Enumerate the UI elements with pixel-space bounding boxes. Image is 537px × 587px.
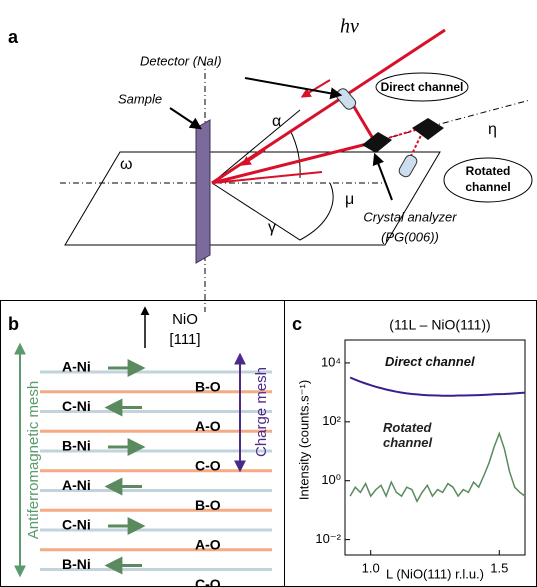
ellipse <box>443 157 533 203</box>
label: hν <box>340 16 359 38</box>
x-tick-label: 1.0 <box>362 560 380 575</box>
series-line <box>349 431 526 503</box>
layer-label: C-O <box>195 576 221 587</box>
label: γ <box>268 219 276 236</box>
label: Detector (NaI) <box>140 53 222 68</box>
layer-label: C-Ni <box>62 517 91 533</box>
label: Sample <box>118 91 162 106</box>
label: Charge mesh <box>253 367 270 457</box>
label: Crystal analyzer <box>363 209 457 224</box>
label: ω <box>120 156 133 173</box>
layer-label: A-O <box>195 418 221 434</box>
analyzer <box>362 132 392 153</box>
pointer <box>244 77 343 100</box>
legend-entry: Rotated channel <box>383 420 433 450</box>
layer-label: B-Ni <box>62 556 91 572</box>
layer-label: A-O <box>195 536 221 552</box>
detector <box>398 154 418 178</box>
y-tick-label: 10⁴ <box>321 354 341 369</box>
analyzer <box>412 118 444 140</box>
pointer <box>169 107 202 130</box>
chart-title: (11L – NiO(111)) <box>389 317 490 333</box>
panel-label: c <box>292 314 302 334</box>
label: (PG(006)) <box>381 229 439 244</box>
y-tick-label: 10⁰ <box>321 472 341 487</box>
panel-label: a <box>8 27 19 47</box>
sample <box>195 119 211 264</box>
layer-label: A-Ni <box>62 477 91 493</box>
pointer <box>372 152 393 201</box>
layer-label: B-O <box>195 497 221 513</box>
y-tick-label: 10² <box>322 413 341 428</box>
x-axis-label: L (NiO(111) r.l.u.) <box>386 566 484 581</box>
panel-b: b NiO [111] A-Ni B-O C-Ni A-O B-Ni C-O A-Ni B-O… <box>0 300 285 587</box>
layer-label: B-O <box>195 378 221 394</box>
panel-label: b <box>8 314 19 334</box>
panel-frame <box>0 300 285 587</box>
alpha-arc <box>289 129 301 179</box>
label: Rotated <box>466 164 511 178</box>
label: Direct channel <box>381 80 464 94</box>
normal <box>211 109 301 184</box>
ellipse <box>375 72 469 102</box>
beam <box>211 171 323 184</box>
y-axis-label: Intensity (counts.s⁻¹) <box>296 380 311 500</box>
y-tick-label: 10⁻² <box>315 531 341 546</box>
label: α <box>272 113 281 130</box>
beam-arrow <box>300 79 331 98</box>
scattered-beam <box>211 140 376 185</box>
label: [111] <box>169 331 200 348</box>
layer-label: B-Ni <box>62 438 91 454</box>
legend-entry: Direct channel <box>385 354 475 369</box>
x-tick-label: 1.5 <box>490 560 508 575</box>
layer-label: C-O <box>195 457 221 473</box>
series-line <box>349 376 526 397</box>
label: μ <box>345 191 354 208</box>
layers: A-Ni B-O C-Ni A-O B-Ni C-O A-Ni B-O C-Ni A-O B-Ni C… <box>40 359 272 587</box>
axis <box>379 99 531 141</box>
layer-label: C-Ni <box>62 398 91 414</box>
plot-frame <box>344 339 526 556</box>
label: Antiferromagnetic mesh <box>25 381 42 539</box>
panel-a: a hν Detector (NaI) Sample Direct channe… <box>8 16 533 312</box>
label: η <box>488 121 497 138</box>
beam-arrow <box>240 149 266 166</box>
layer-label: A-Ni <box>62 359 91 375</box>
label: channel <box>465 180 510 194</box>
label: NiO <box>172 311 198 328</box>
analyzer-beam <box>374 126 426 143</box>
gamma-arc <box>211 182 334 241</box>
